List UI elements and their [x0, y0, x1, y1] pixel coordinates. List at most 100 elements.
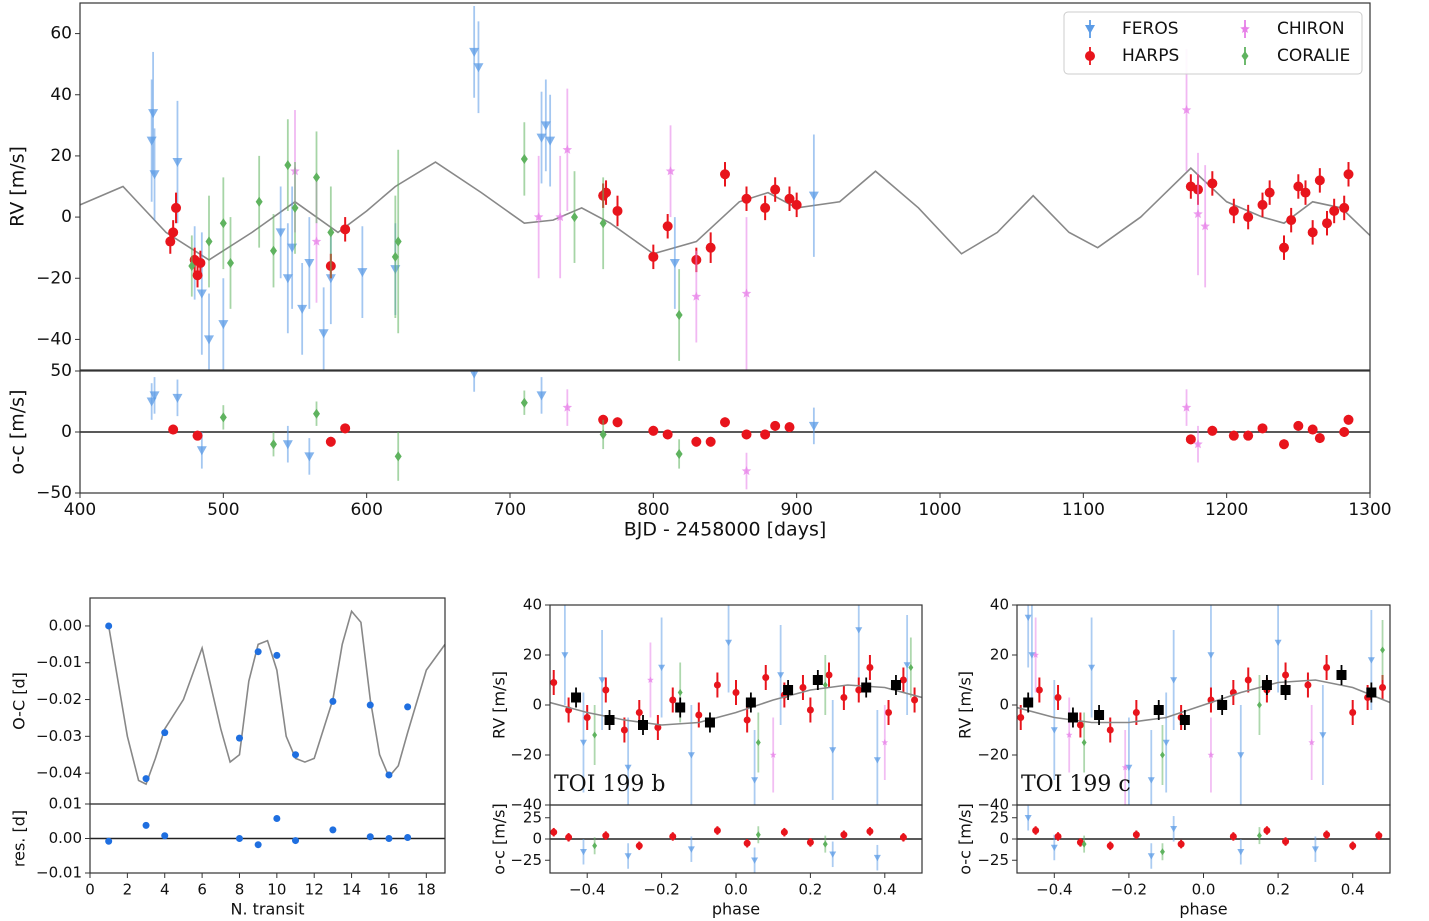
data-point — [1229, 832, 1237, 840]
data-point — [745, 697, 756, 708]
data-point — [520, 397, 528, 408]
x-tick-label: −0.2 — [643, 881, 679, 899]
x-axis-label: phase — [712, 900, 760, 919]
data-point — [604, 715, 615, 725]
data-point — [760, 429, 771, 440]
data-point — [654, 724, 662, 731]
data-point — [806, 838, 814, 846]
data-point — [1170, 826, 1178, 833]
data-point — [1094, 710, 1105, 720]
data-point — [873, 757, 881, 764]
data-point — [1193, 209, 1203, 219]
data-point — [1081, 840, 1087, 848]
data-point — [1293, 181, 1304, 192]
data-point — [149, 170, 160, 180]
data-point — [540, 121, 551, 131]
y-tick-label: −25 — [510, 851, 542, 869]
data-point — [1280, 685, 1291, 695]
x-axis-label: BJD - 2458000 [days] — [624, 519, 827, 541]
data-point — [638, 720, 648, 730]
plot-frame — [89, 803, 446, 874]
x-tick-label: 0.0 — [1192, 881, 1216, 899]
data-point — [304, 258, 315, 268]
y-tick-label: −40 — [36, 329, 72, 349]
data-point — [598, 677, 606, 684]
data-point — [1162, 739, 1170, 746]
y-tick-label: 20 — [990, 646, 1009, 664]
data-point — [172, 158, 183, 168]
data-point — [357, 268, 368, 278]
data-point — [741, 429, 752, 440]
data-point — [1017, 714, 1025, 722]
data-point — [911, 696, 919, 704]
data-point — [687, 846, 695, 853]
data-point — [1147, 853, 1155, 860]
data-point — [1349, 709, 1357, 717]
data-point — [769, 751, 777, 758]
data-point — [770, 420, 781, 431]
data-point — [473, 63, 484, 73]
data-point — [1244, 676, 1252, 684]
data-point — [270, 439, 277, 450]
y-tick-label: 60 — [50, 24, 72, 44]
panel — [550, 826, 922, 873]
data-point — [855, 627, 863, 634]
data-point — [579, 739, 587, 746]
data-point — [780, 828, 788, 836]
data-point — [885, 709, 893, 717]
data-point — [612, 417, 623, 428]
data-point — [873, 854, 881, 862]
data-point — [1160, 848, 1165, 856]
data-point — [1257, 701, 1262, 709]
data-point — [282, 440, 293, 450]
data-point — [1243, 430, 1254, 441]
data-point — [829, 747, 837, 754]
data-point — [1261, 680, 1272, 690]
data-point — [168, 227, 179, 238]
data-point — [329, 697, 337, 705]
data-point — [599, 429, 607, 440]
data-point — [1375, 832, 1383, 840]
data-point — [520, 153, 528, 164]
data-point — [1067, 712, 1078, 723]
data-point — [899, 833, 907, 841]
data-point — [602, 686, 610, 694]
plot-frame — [79, 2, 1371, 371]
data-point — [648, 251, 659, 262]
data-point — [1329, 205, 1340, 216]
y-tick-label: −40 — [977, 796, 1009, 814]
data-point — [329, 826, 337, 834]
data-point — [648, 425, 659, 436]
data-point — [148, 109, 159, 119]
x-tick-label: 600 — [350, 500, 382, 520]
y-tick-label: 0.00 — [49, 616, 82, 634]
x-tick-label: 0.0 — [724, 881, 748, 899]
y-tick-label: 50 — [50, 361, 72, 381]
plot-frame — [79, 370, 1371, 494]
data-point — [470, 371, 479, 379]
x-tick-label: 0 — [85, 881, 95, 899]
data-point — [1339, 427, 1350, 437]
data-point — [583, 714, 591, 722]
data-point — [1380, 646, 1385, 654]
data-point — [1322, 218, 1332, 229]
x-tick-label: 12 — [305, 881, 324, 899]
data-point — [1125, 764, 1133, 771]
data-point — [218, 320, 229, 330]
data-point — [1307, 424, 1318, 435]
data-point — [720, 417, 730, 428]
data-point — [579, 848, 587, 856]
data-point — [1282, 838, 1290, 846]
data-point — [142, 821, 150, 829]
data-point — [1035, 686, 1043, 694]
x-tick-label: 4 — [160, 881, 170, 899]
data-point — [1217, 700, 1228, 710]
data-point — [760, 202, 771, 213]
data-point — [783, 685, 794, 695]
data-point — [1307, 227, 1318, 238]
data-point — [691, 291, 702, 301]
y-tick-label: −0.04 — [36, 764, 82, 782]
data-point — [313, 172, 320, 183]
data-point — [235, 835, 243, 843]
data-point — [866, 664, 874, 671]
